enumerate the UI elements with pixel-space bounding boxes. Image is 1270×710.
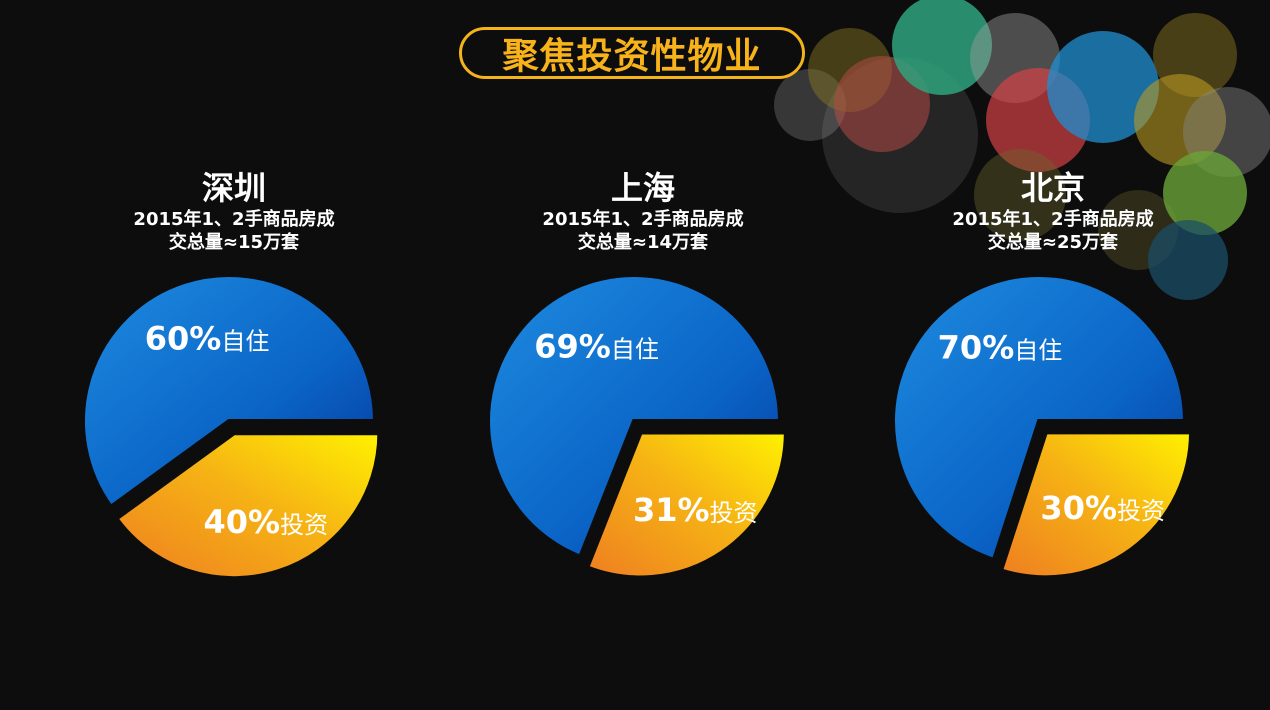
pie-chart-shanghai: 69%自住 31%投资	[489, 273, 789, 581]
city-desc-line1: 2015年1、2手商品房成	[952, 209, 1154, 230]
slice-label: 自住	[221, 328, 269, 356]
city-header-beijing: 北京 2015年1、2手商品房成 交总量≈25万套	[903, 168, 1203, 254]
city-header-shenzhen: 深圳 2015年1、2手商品房成 交总量≈15万套	[84, 168, 384, 254]
slice-percent: 31%	[633, 491, 710, 529]
slice-percent: 60%	[145, 320, 222, 358]
pie-slice-self-occupied	[489, 273, 783, 560]
slice-label: 自住	[1014, 336, 1062, 364]
slice-label: 自住	[611, 335, 659, 363]
pie-label-self-occupied: 70%自住	[938, 328, 1063, 366]
city-name: 北京	[1020, 169, 1085, 207]
pie-slice-self-occupied	[894, 273, 1188, 563]
city-desc-line1: 2015年1、2手商品房成	[133, 209, 335, 230]
pie-chart-beijing: 70%自住 30%投资	[894, 273, 1195, 581]
slice-label: 投资	[710, 499, 758, 527]
slice-percent: 40%	[204, 503, 281, 541]
bokeh-decoration	[774, 0, 1270, 300]
city-name: 深圳	[201, 169, 266, 207]
pie-label-investment: 30%投资	[1040, 489, 1165, 527]
city-desc-line2: 交总量≈25万套	[987, 232, 1119, 253]
page-title: 聚焦投资性物业	[459, 27, 805, 79]
slice-label: 投资	[280, 511, 328, 539]
slice-percent: 30%	[1040, 489, 1117, 527]
city-desc-line2: 交总量≈15万套	[168, 232, 300, 253]
city-name: 上海	[610, 169, 675, 207]
city-desc-line1: 2015年1、2手商品房成	[542, 209, 744, 230]
city-header-shanghai: 上海 2015年1、2手商品房成 交总量≈14万套	[493, 168, 793, 254]
pie-label-self-occupied: 60%自住	[145, 320, 270, 358]
pie-chart-shenzhen: 60%自住 40%投资	[84, 273, 383, 582]
pie-slice-investment	[112, 430, 383, 582]
city-desc-line2: 交总量≈14万套	[577, 232, 709, 253]
pie-slice-investment	[583, 429, 789, 581]
pie-label-investment: 31%投资	[633, 491, 758, 529]
pie-label-self-occupied: 69%自住	[534, 327, 659, 365]
slice-percent: 69%	[534, 327, 611, 365]
slice-percent: 70%	[938, 328, 1015, 366]
pie-label-investment: 40%投资	[204, 503, 329, 541]
slice-label: 投资	[1117, 497, 1165, 525]
pie-slice-self-occupied	[84, 273, 378, 510]
pie-slice-investment	[997, 429, 1195, 581]
